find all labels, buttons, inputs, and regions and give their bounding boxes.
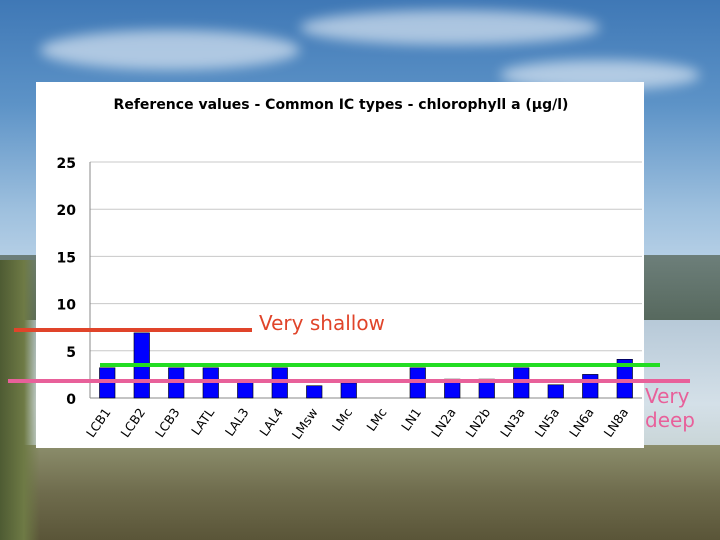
y-tick-label: 10 xyxy=(57,298,77,314)
y-tick-label: 0 xyxy=(66,392,76,408)
chart: Reference values - Common IC types - chl… xyxy=(57,97,642,442)
chart-title: Reference values - Common IC types - chl… xyxy=(114,97,569,113)
cloud xyxy=(300,10,600,45)
very-deep-label-line1: Very xyxy=(645,384,690,408)
cloud xyxy=(40,30,300,70)
y-tick-label: 15 xyxy=(57,250,76,266)
bar xyxy=(616,358,633,399)
very-shallow-label: Very shallow xyxy=(259,311,385,335)
very-deep-label: Very deep xyxy=(645,384,715,432)
bar xyxy=(547,384,564,399)
reeds xyxy=(0,445,720,540)
y-tick-label: 20 xyxy=(57,203,77,219)
bar xyxy=(306,385,323,399)
y-tick-label: 25 xyxy=(57,156,76,172)
tree xyxy=(0,260,40,540)
y-tick-label: 5 xyxy=(66,345,76,361)
very-deep-label-line2: deep xyxy=(645,408,695,432)
chart-panel: Reference values - Common IC types - chl… xyxy=(36,82,644,448)
